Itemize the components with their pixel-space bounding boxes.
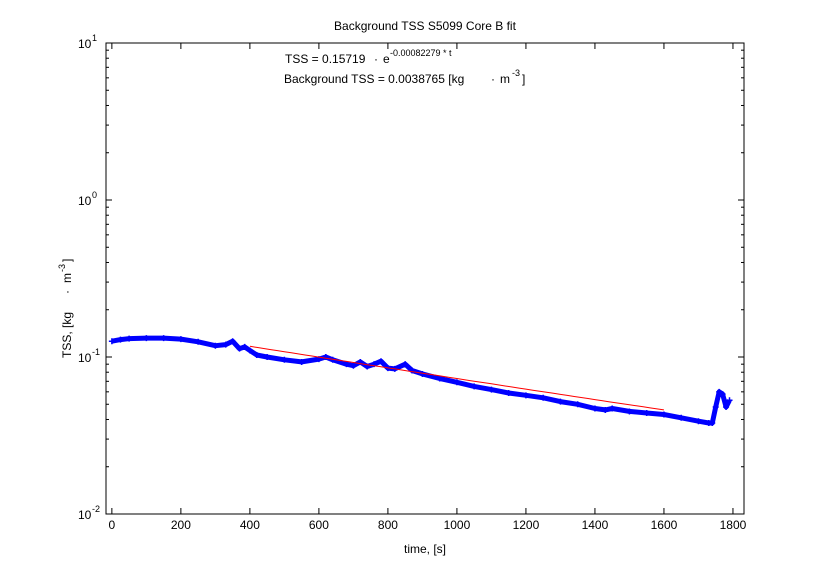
data-point (723, 404, 730, 411)
data-point (222, 341, 229, 348)
data-series (108, 335, 733, 426)
data-point (108, 338, 115, 345)
x-tick-label: 1800 (720, 518, 747, 532)
background-close: ] (522, 72, 525, 86)
x-tick-label: 1400 (582, 518, 609, 532)
x-tick-label: 1200 (513, 518, 540, 532)
plot-area (105, 42, 745, 515)
background-text: Background TSS = 0.0038765 [kg (284, 72, 464, 86)
data-point (626, 408, 633, 415)
equation-exponent: -0.00082279 * t (390, 48, 452, 58)
equation-text: TSS = 0.15719 (285, 52, 366, 66)
y-axis-label: TSS, [kg · m -3 ] (57, 259, 74, 358)
data-point (343, 361, 350, 368)
chart-title: Background TSS S5099 Core B fit (334, 19, 517, 33)
data-point (591, 405, 598, 412)
data-point (540, 394, 547, 401)
data-point (177, 336, 184, 343)
x-tick-label: 1600 (651, 518, 678, 532)
data-point (298, 358, 305, 365)
y-label-unit: m (60, 273, 74, 283)
data-point (160, 335, 167, 342)
y-label-dot: · (60, 290, 74, 294)
x-tick-label: 1000 (444, 518, 471, 532)
data-point (471, 383, 478, 390)
data-point (229, 338, 236, 345)
y-tick-label-base: 10 (78, 351, 92, 365)
data-point (281, 356, 288, 363)
x-tick-label: 400 (240, 518, 260, 532)
data-point (574, 401, 581, 408)
data-point (660, 411, 667, 418)
data-point (709, 419, 716, 426)
data-point (695, 418, 702, 425)
y-tick-label-exponent: 1 (92, 33, 97, 43)
data-point (409, 367, 416, 374)
data-point (253, 351, 260, 358)
y-label-exp: -3 (57, 264, 67, 272)
data-point (241, 343, 248, 350)
data-point (505, 389, 512, 396)
y-tick-label-base: 10 (78, 37, 92, 51)
x-tick-label: 600 (309, 518, 329, 532)
y-label-close: ] (60, 259, 74, 262)
data-point (716, 388, 723, 395)
background-dot: · (491, 72, 495, 86)
data-point (488, 386, 495, 393)
x-tick-label: 200 (171, 518, 191, 532)
data-point (522, 392, 529, 399)
data-point (719, 391, 726, 398)
y-tick-label-exponent: -1 (92, 347, 100, 357)
data-point (143, 335, 150, 342)
data-point (195, 338, 202, 345)
data-point (726, 397, 733, 404)
y-tick-label-base: 10 (78, 194, 92, 208)
equation-dot: · (374, 52, 378, 66)
data-point (236, 345, 243, 352)
data-point (126, 335, 133, 342)
data-point (246, 347, 253, 354)
background-unit: m (500, 72, 510, 86)
data-point (643, 409, 650, 416)
background-exp: -3 (512, 68, 520, 78)
data-point (264, 354, 271, 360)
data-point (212, 342, 219, 349)
y-tick-label-exponent: -2 (92, 504, 100, 514)
data-point (678, 414, 685, 421)
equation-e: e (383, 52, 390, 66)
x-axis-label: time, [s] (404, 542, 446, 556)
y-tick-label-base: 10 (78, 508, 92, 522)
data-point (609, 405, 616, 412)
data-point (350, 362, 357, 369)
y-tick-label-exponent: 0 (92, 190, 97, 200)
fit-line (249, 345, 664, 411)
data-point (378, 358, 385, 365)
data-point (436, 375, 443, 382)
data-point (453, 379, 460, 386)
data-point (557, 398, 564, 405)
x-tick-label: 800 (378, 518, 398, 532)
y-label-main: TSS, [kg (60, 312, 74, 358)
data-point (402, 361, 409, 368)
data-point (602, 406, 609, 413)
x-tick-label: 0 (109, 518, 116, 532)
data-point (117, 336, 124, 343)
data-point (322, 354, 329, 360)
data-point (712, 404, 719, 411)
